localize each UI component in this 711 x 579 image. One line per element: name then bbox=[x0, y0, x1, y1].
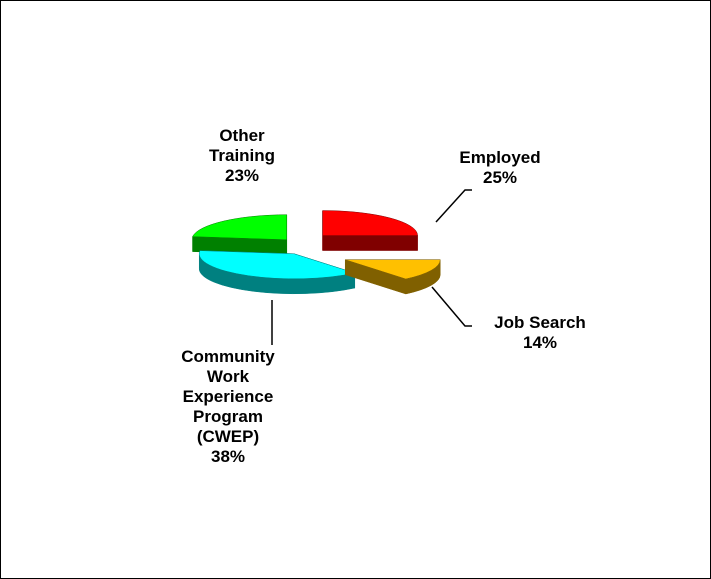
pie-slices bbox=[192, 210, 441, 295]
pie-slice-job-search bbox=[344, 259, 441, 295]
slice-label-other: Other Training 23% bbox=[209, 126, 275, 185]
slice-percent: 25% bbox=[483, 168, 517, 187]
leader-line-employed bbox=[435, 189, 472, 223]
slice-percent: 23% bbox=[225, 166, 259, 185]
leader-line-job-search bbox=[431, 286, 472, 327]
slice-top-face bbox=[199, 250, 356, 280]
slice-label-line: (CWEP) bbox=[197, 427, 259, 446]
slice-label-line: Training bbox=[209, 146, 275, 165]
slice-label-employed: Employed 25% bbox=[459, 148, 540, 187]
slice-top-face bbox=[322, 210, 418, 236]
slice-labels: Employed 25% Job Search 14% Community Work Exp… bbox=[181, 126, 586, 466]
slice-label-line: Employed bbox=[459, 148, 540, 167]
slice-percent: 38% bbox=[211, 447, 245, 466]
slice-percent: 14% bbox=[523, 333, 557, 352]
slice-top-face bbox=[192, 214, 288, 241]
slice-label-community: Community Work Experience Program (CWEP) 38% bbox=[181, 347, 275, 466]
slice-top-face bbox=[345, 259, 441, 280]
slice-label-line: Community bbox=[181, 347, 275, 366]
pie-slice-other bbox=[192, 214, 288, 256]
slice-label-line: Work bbox=[207, 367, 250, 386]
pie-slice-employed bbox=[322, 210, 418, 251]
slice-label-job-search: Job Search 14% bbox=[494, 313, 586, 352]
leader-lines bbox=[271, 189, 472, 345]
slice-label-line: Experience bbox=[183, 387, 274, 406]
slice-side-wall bbox=[322, 235, 418, 251]
slice-label-line: Other bbox=[219, 126, 265, 145]
slice-label-line: Job Search bbox=[494, 313, 586, 332]
slice-label-line: Program bbox=[193, 407, 263, 426]
pie-slice-community bbox=[198, 250, 356, 295]
